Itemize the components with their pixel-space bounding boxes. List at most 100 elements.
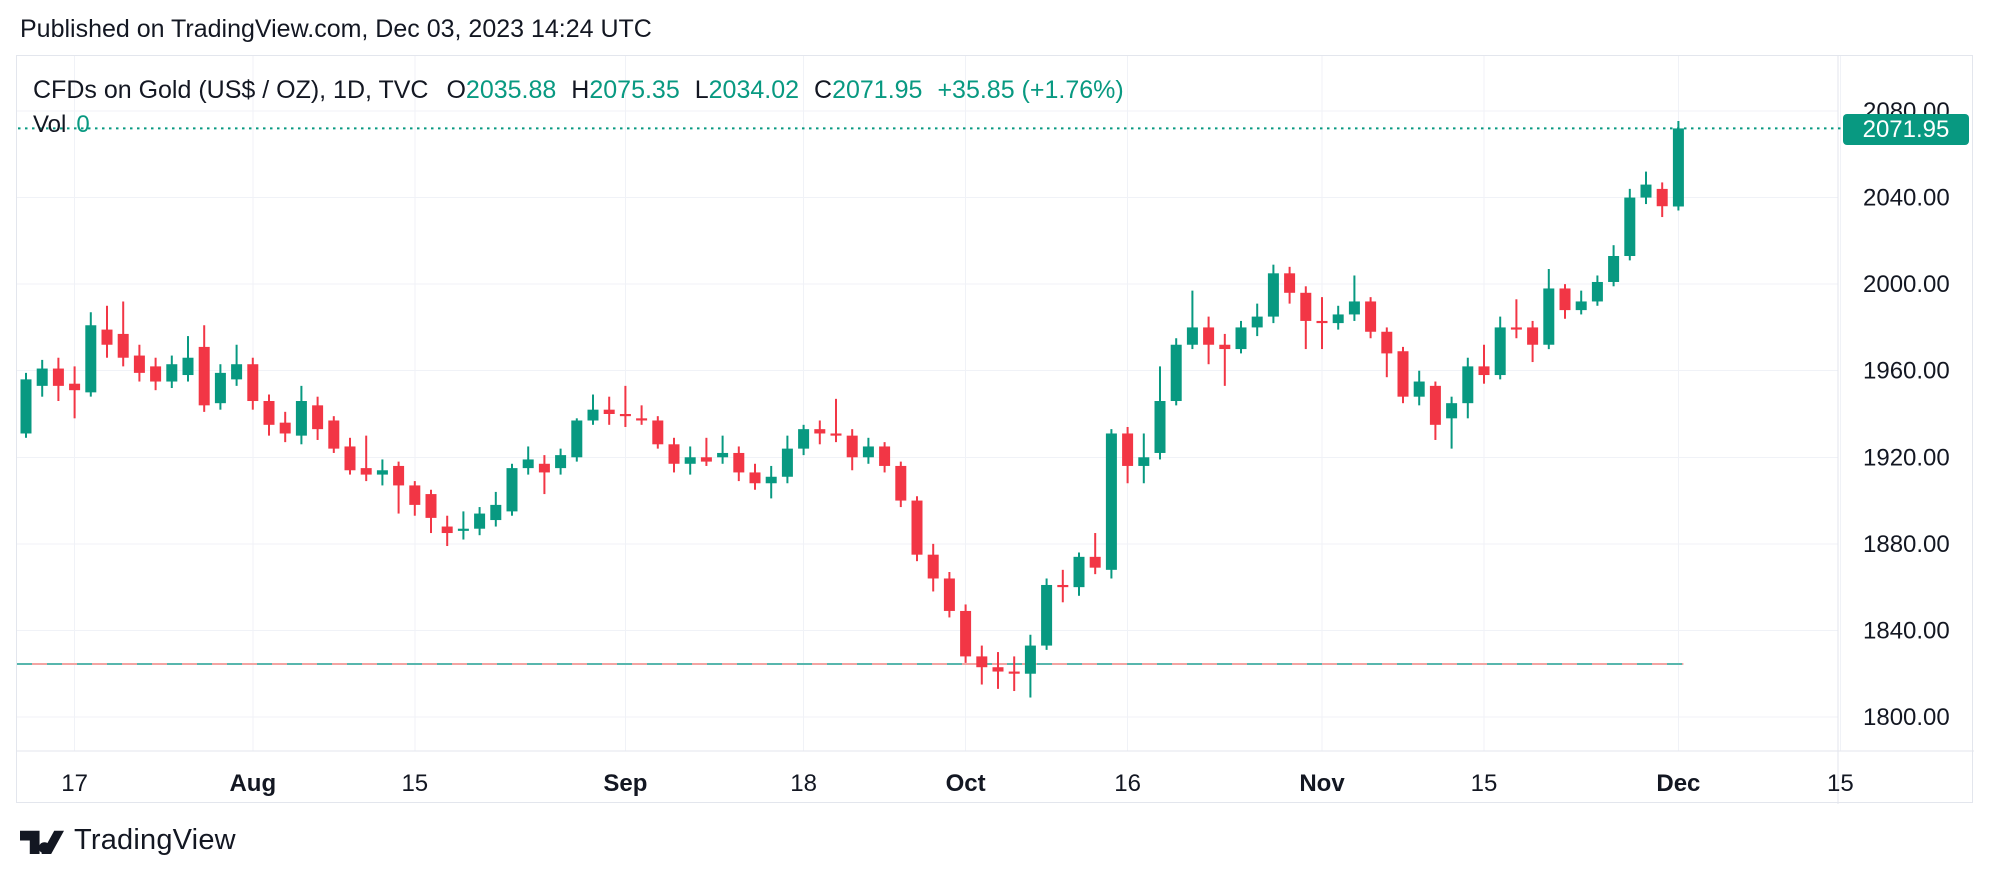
candle: [52, 357, 64, 402]
svg-text:Sep: Sep: [603, 770, 647, 797]
candle: [879, 442, 891, 473]
last-price-badge: 2071.95: [1843, 114, 1969, 145]
svg-text:Dec: Dec: [1656, 770, 1700, 797]
svg-text:1960.00: 1960.00: [1863, 358, 1950, 385]
candle: [344, 437, 356, 475]
candle: [182, 336, 194, 382]
candle: [1089, 533, 1101, 575]
candle: [911, 496, 923, 562]
candle: [1672, 121, 1684, 211]
svg-text:15: 15: [401, 770, 428, 797]
candle: [733, 446, 745, 482]
svg-text:1840.00: 1840.00: [1863, 617, 1950, 644]
candle: [263, 394, 275, 436]
candle: [619, 385, 631, 427]
candle: [1154, 366, 1166, 460]
candle: [1591, 275, 1603, 306]
time-axis-labels[interactable]: 17 Aug 15 Sep 18 Oct 16 Nov 15 Dec 15: [61, 770, 1854, 797]
candle: [1348, 275, 1360, 321]
candle: [1446, 396, 1458, 449]
candle: [1219, 333, 1231, 386]
candle: [1640, 171, 1652, 205]
candle: [555, 448, 567, 475]
candle: [652, 416, 664, 449]
tradingview-brand[interactable]: TradingView: [20, 824, 236, 857]
candle: [1365, 297, 1377, 339]
candle: [603, 396, 615, 425]
candle: [279, 411, 291, 443]
candle: [1235, 320, 1247, 354]
svg-text:18: 18: [790, 770, 817, 797]
candle: [538, 455, 550, 495]
candle: [231, 344, 243, 386]
svg-text:1920.00: 1920.00: [1863, 444, 1950, 471]
candle: [425, 489, 437, 534]
candle: [1413, 370, 1425, 406]
price-axis-labels[interactable]: 2080.002040.002000.001960.001920.001880.…: [1863, 98, 1950, 731]
candle: [1008, 656, 1020, 692]
candle: [927, 543, 939, 592]
candle: [717, 435, 729, 464]
gridlines: [17, 56, 1841, 751]
candle: [328, 416, 340, 453]
candle: [522, 446, 534, 475]
change-value: +35.85 (+1.76%): [937, 76, 1124, 104]
candlesticks: [20, 121, 1684, 698]
candle: [1105, 429, 1117, 579]
open-value: 2035.88: [465, 76, 557, 104]
candle: [1575, 290, 1587, 315]
svg-text:16: 16: [1114, 770, 1141, 797]
candle: [1024, 634, 1036, 698]
candle: [960, 604, 972, 663]
close-label: C: [814, 76, 833, 104]
volume-legend[interactable]: Vol 0: [33, 111, 90, 139]
candle: [943, 571, 955, 618]
candle: [992, 652, 1004, 689]
candle: [1300, 286, 1312, 350]
svg-text:2000.00: 2000.00: [1863, 271, 1950, 298]
svg-text:Oct: Oct: [946, 770, 986, 797]
candle: [976, 645, 988, 685]
candle: [166, 355, 178, 389]
candle: [312, 396, 324, 440]
candle: [1543, 268, 1555, 350]
candle: [133, 344, 145, 382]
symbol-legend[interactable]: CFDs on Gold (US$ / OZ), 1D, TVC O2035.88…: [33, 76, 1124, 105]
candle: [376, 459, 388, 486]
candle: [101, 305, 113, 358]
candle: [1332, 305, 1344, 330]
candle: [1462, 357, 1474, 419]
open-label: O: [446, 76, 466, 104]
candle: [1073, 552, 1085, 596]
candle: [20, 372, 32, 438]
candle: [409, 481, 421, 516]
candle: [749, 463, 761, 490]
high-label: H: [571, 76, 590, 104]
candle: [1478, 344, 1490, 384]
candle: [1041, 578, 1053, 650]
svg-text:1800.00: 1800.00: [1863, 704, 1950, 731]
candle: [1381, 327, 1393, 378]
candle: [636, 405, 648, 425]
svg-text:Aug: Aug: [229, 770, 276, 797]
candle: [1494, 316, 1506, 380]
candle: [1284, 266, 1296, 304]
candle: [474, 507, 486, 536]
candle: [1138, 433, 1150, 484]
candle: [765, 465, 777, 499]
candle: [69, 366, 81, 419]
candle: [1267, 264, 1279, 324]
candle: [1203, 316, 1215, 365]
candle: [1251, 303, 1263, 337]
axis-separators: [17, 56, 1974, 804]
candle: [1122, 426, 1134, 484]
candle: [587, 394, 599, 425]
chart-canvas[interactable]: 2080.002040.002000.001960.001920.001880.…: [17, 56, 1974, 804]
volume-label: Vol: [33, 111, 67, 138]
svg-text:17: 17: [61, 770, 88, 797]
svg-text:Nov: Nov: [1299, 770, 1345, 797]
candle: [36, 359, 48, 397]
candle: [441, 515, 453, 547]
high-value: 2075.35: [589, 76, 680, 104]
svg-text:15: 15: [1471, 770, 1498, 797]
